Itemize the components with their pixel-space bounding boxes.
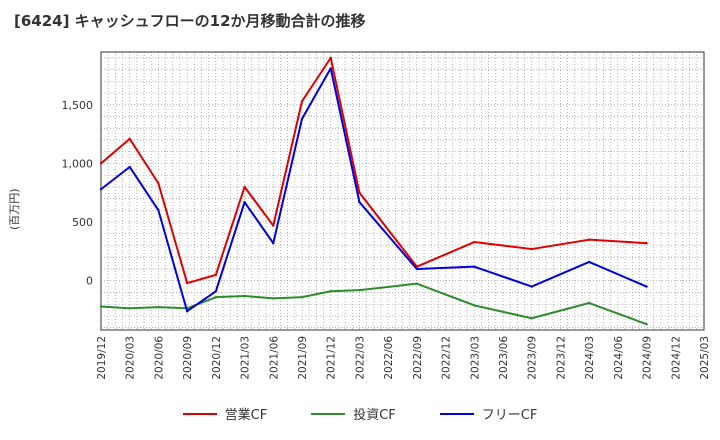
data-point bbox=[300, 117, 304, 121]
x-tick-label: 2021/03 bbox=[240, 336, 252, 380]
data-point bbox=[243, 185, 246, 189]
data-point bbox=[99, 305, 103, 308]
data-point bbox=[214, 290, 218, 293]
data-point bbox=[214, 295, 218, 299]
x-tick-label: 2024/03 bbox=[584, 336, 596, 380]
x-tick-label: 2020/09 bbox=[182, 336, 194, 380]
data-point bbox=[530, 317, 533, 320]
data-point bbox=[185, 281, 189, 285]
legend-label: フリーCF bbox=[481, 408, 538, 423]
data-point bbox=[243, 200, 246, 204]
x-tick-label: 2021/09 bbox=[297, 336, 309, 380]
x-tick-label: 2022/09 bbox=[412, 336, 424, 380]
data-point bbox=[415, 267, 419, 271]
x-tick-label: 2020/12 bbox=[211, 336, 223, 380]
data-point bbox=[587, 260, 591, 264]
legend-swatch bbox=[439, 412, 474, 415]
x-tick-label: 2024/09 bbox=[642, 336, 654, 380]
data-point bbox=[415, 282, 419, 285]
data-point bbox=[329, 67, 332, 70]
data-point bbox=[645, 285, 648, 288]
legend-label: 営業CF bbox=[224, 408, 268, 423]
data-point bbox=[473, 265, 476, 268]
chart-title: [6424] キャッシュフローの12か月移動合計の推移 bbox=[14, 12, 366, 30]
data-point bbox=[473, 240, 476, 244]
x-tick-label: 2022/06 bbox=[383, 336, 395, 380]
data-point bbox=[645, 322, 648, 326]
legend-item-investing-cf: 投資CF bbox=[311, 404, 396, 423]
data-point bbox=[587, 238, 591, 241]
data-point bbox=[128, 137, 131, 141]
x-tick-label: 2020/06 bbox=[153, 336, 165, 380]
data-point bbox=[157, 182, 160, 185]
data-point bbox=[128, 165, 131, 169]
x-tick-label: 2022/12 bbox=[441, 336, 453, 380]
x-tick-label: 2023/06 bbox=[498, 336, 510, 380]
data-point bbox=[329, 56, 332, 60]
data-point bbox=[530, 247, 533, 251]
data-point bbox=[128, 307, 131, 310]
x-axis: 2019/12 2020/03 2020/06 2020/09 2020/12 2021/… bbox=[96, 336, 711, 380]
grid bbox=[100, 52, 705, 330]
y-axis: 0 500 1,000 1,500 bbox=[62, 99, 94, 288]
x-tick-label: 2024/06 bbox=[613, 336, 625, 380]
data-point bbox=[329, 290, 332, 293]
data-point bbox=[272, 224, 275, 227]
y-tick-label: 500 bbox=[72, 216, 93, 229]
data-point bbox=[272, 297, 275, 300]
data-point bbox=[243, 294, 246, 298]
y-tick-label: 1,000 bbox=[62, 157, 94, 170]
data-point bbox=[99, 188, 103, 191]
x-tick-label: 2022/03 bbox=[354, 336, 366, 380]
data-point bbox=[300, 100, 304, 103]
data-point bbox=[358, 191, 361, 194]
legend-item-operating-cf: 営業CF bbox=[182, 404, 268, 423]
x-tick-label: 2023/12 bbox=[555, 336, 567, 380]
x-tick-label: 2025/03 bbox=[699, 336, 711, 380]
data-point bbox=[473, 304, 476, 307]
x-tick-label: 2019/12 bbox=[96, 336, 108, 380]
legend-label: 投資CF bbox=[353, 408, 396, 423]
x-tick-label: 2023/03 bbox=[469, 336, 481, 380]
data-point bbox=[157, 209, 160, 212]
x-tick-label: 2024/12 bbox=[670, 336, 682, 380]
series-group bbox=[99, 56, 648, 326]
data-point bbox=[645, 241, 648, 245]
data-point bbox=[99, 162, 103, 165]
legend: 営業CF 投資CF フリーCF bbox=[0, 404, 720, 423]
x-tick-label: 2021/06 bbox=[268, 336, 280, 380]
data-point bbox=[530, 285, 533, 288]
x-tick-label: 2023/09 bbox=[527, 336, 539, 380]
data-point bbox=[587, 301, 591, 305]
x-tick-label: 2020/03 bbox=[125, 336, 137, 380]
data-point bbox=[358, 200, 361, 204]
legend-item-free-cf: フリーCF bbox=[439, 404, 538, 423]
y-tick-label: 0 bbox=[86, 275, 93, 288]
data-point bbox=[358, 288, 361, 292]
data-point bbox=[300, 295, 304, 299]
data-point bbox=[214, 273, 218, 277]
data-point bbox=[185, 310, 189, 313]
data-point bbox=[272, 241, 275, 245]
x-tick-label: 2021/12 bbox=[326, 336, 338, 380]
legend-swatch bbox=[311, 412, 346, 415]
plot-frame bbox=[100, 51, 705, 331]
y-tick-label: 1,500 bbox=[62, 99, 94, 112]
data-point bbox=[157, 305, 160, 309]
legend-swatch bbox=[182, 412, 217, 415]
